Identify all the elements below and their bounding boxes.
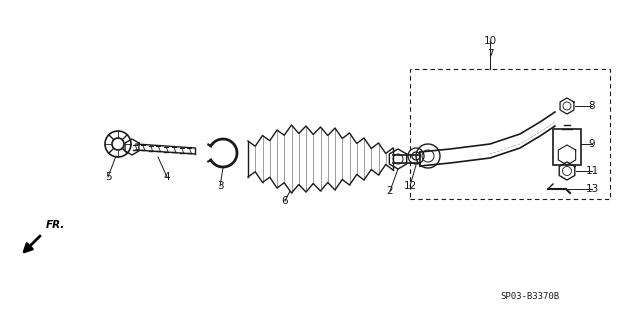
Text: 4: 4 [164, 172, 170, 182]
Text: 9: 9 [589, 139, 595, 149]
Text: FR.: FR. [46, 220, 65, 230]
Text: 8: 8 [589, 101, 595, 111]
Text: 10: 10 [483, 36, 497, 46]
Text: 7: 7 [486, 49, 493, 59]
Text: 2: 2 [387, 186, 394, 196]
Text: 12: 12 [403, 181, 417, 191]
Text: SP03-B3370B: SP03-B3370B [500, 292, 559, 301]
Text: 13: 13 [586, 184, 598, 194]
Text: 11: 11 [586, 166, 598, 176]
Bar [410, 69, 610, 199]
Text: 6: 6 [282, 196, 288, 206]
Bar [553, 129, 581, 165]
Text: 3: 3 [217, 181, 223, 191]
Text: 5: 5 [105, 172, 111, 182]
